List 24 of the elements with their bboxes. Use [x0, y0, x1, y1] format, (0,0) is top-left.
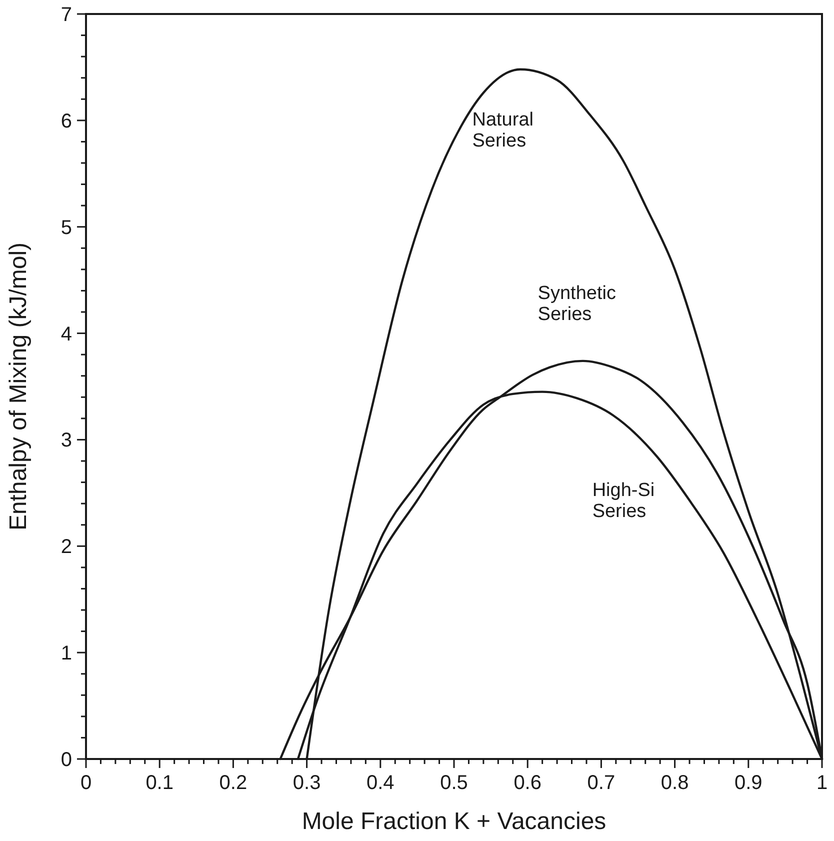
x-axis-title: Mole Fraction K + Vacancies	[302, 808, 606, 835]
x-tick-label: 0	[80, 772, 92, 794]
y-tick-label: 3	[60, 430, 72, 452]
y-tick-label: 2	[60, 536, 72, 558]
y-tick-label: 0	[60, 749, 72, 771]
y-tick-label: 5	[60, 216, 72, 239]
y-tick-label: 6	[60, 110, 72, 132]
series-label: High-Si Series	[592, 480, 655, 522]
x-tick-label: 0.1	[146, 772, 174, 794]
x-tick-label: 0.8	[660, 772, 689, 794]
x-tick-label: 0.7	[587, 772, 616, 794]
x-tick-label: 0.4	[366, 772, 394, 794]
x-tick-label: 1	[816, 772, 828, 794]
series-label: Natural Series	[472, 109, 534, 152]
x-tick-label: 0.5	[440, 772, 468, 794]
text: Synthetic Series	[538, 282, 616, 325]
y-tick-label: 7	[60, 4, 72, 26]
y-axis-title: Enthalpy of Mixing (kJ/mol)	[5, 242, 32, 531]
y-tick-label: 4	[60, 323, 72, 346]
x-tick-label: 0.2	[219, 772, 248, 794]
y-tick-label: 1	[60, 642, 72, 665]
x-tick-label: 0.6	[514, 772, 542, 794]
x-tick-label: 0.3	[292, 772, 321, 794]
x-tick-label: 0.9	[734, 772, 762, 794]
